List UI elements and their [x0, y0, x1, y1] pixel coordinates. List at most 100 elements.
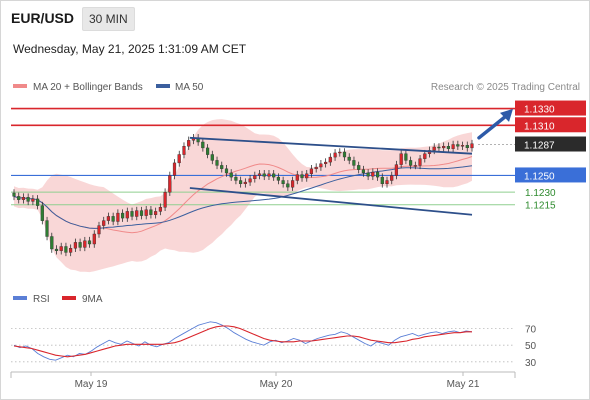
candle-body [305, 173, 309, 179]
level-tag-1.1250 [515, 167, 586, 183]
timeframe-button[interactable]: 30 MIN [82, 7, 135, 31]
candle-body [172, 162, 177, 176]
symbol-label: EUR/USD [11, 10, 75, 26]
candle-body [262, 173, 266, 177]
candle-body [267, 173, 271, 177]
legend-label-rsi: RSI [33, 294, 50, 305]
level-label-1.1215: 1.1215 [525, 201, 556, 212]
candle-body [31, 198, 35, 202]
legend-label-9ma: 9MA [82, 294, 103, 305]
candle-body [376, 171, 380, 178]
candle-body [78, 242, 82, 248]
candle-body [205, 147, 210, 155]
candle-body [257, 173, 262, 176]
candle-body [144, 209, 148, 216]
candle-body [130, 211, 134, 217]
candle-body [68, 247, 73, 253]
candle-body [139, 210, 144, 216]
rsi-ma-line [13, 325, 472, 358]
channel-line-upper [189, 136, 473, 155]
credit-text: Research © 2025 Trading Central [431, 82, 580, 93]
candle-body [243, 181, 247, 185]
candle-body [460, 145, 465, 147]
candle-body [338, 151, 342, 154]
candle-body [201, 141, 205, 149]
legend-swatch-9ma [62, 296, 76, 300]
candle-body [361, 169, 365, 174]
candle-body [451, 144, 455, 149]
candle-body [106, 216, 110, 221]
candle-body [295, 174, 299, 181]
candle-body [12, 192, 16, 197]
candle-body [432, 146, 436, 151]
candle-body [54, 248, 59, 252]
rsi-line [13, 321, 473, 361]
level-tag-1.1287 [515, 136, 586, 152]
level-tag-1.1330 [515, 100, 586, 116]
candle-body [248, 178, 252, 183]
candle-body [83, 240, 87, 248]
candle-body [187, 140, 191, 147]
candle-body [149, 209, 153, 215]
candle-body [64, 246, 68, 253]
candle-body [380, 176, 384, 185]
candle-body [319, 163, 323, 168]
level-label-1.1287: 1.1287 [524, 141, 555, 152]
candle-body [324, 161, 328, 165]
candle-body [314, 166, 318, 170]
candle-body [210, 154, 214, 161]
candle-body [409, 160, 413, 166]
datetime-label: Wednesday, May 21, 2025 1:31:09 AM CET [13, 42, 247, 56]
candle-body [224, 168, 229, 174]
legend-swatch-ma20 [13, 84, 27, 88]
candle-body [40, 205, 44, 221]
candle-body [36, 198, 40, 206]
candle-body [73, 242, 77, 249]
candle-body [352, 160, 356, 166]
candle-body [371, 171, 375, 177]
candle-body [177, 154, 181, 164]
candle-body [446, 145, 450, 149]
candle-body [470, 143, 474, 149]
candle-body [333, 152, 337, 158]
x-tick-label: May 19 [75, 379, 108, 390]
candle-body [300, 174, 304, 179]
legend-label-ma50: MA 50 [175, 82, 204, 93]
candle-body [456, 144, 460, 147]
candle-body [385, 180, 389, 184]
candle-body [418, 158, 422, 166]
candle-body [328, 156, 332, 163]
candle-body [399, 153, 403, 165]
candle-body [238, 180, 243, 184]
candle-body [394, 164, 398, 176]
level-label-1.1310: 1.1310 [524, 121, 555, 132]
candle-body [163, 191, 167, 208]
candle-body [102, 220, 106, 226]
candle-body [45, 220, 49, 237]
level-tag-1.1310 [515, 117, 586, 133]
bollinger-band [14, 119, 472, 273]
candle-body [291, 180, 295, 188]
candle-body [215, 160, 219, 166]
candle-body [281, 180, 285, 184]
channel-line-lower [189, 187, 473, 216]
legend-label-ma20: MA 20 + Bollinger Bands [33, 82, 143, 93]
candle-body [21, 196, 25, 200]
candle-body [87, 240, 92, 245]
candle-body [97, 225, 101, 235]
candle-body [59, 246, 63, 251]
candle-body [465, 145, 469, 149]
candle-body [92, 233, 96, 245]
candle-body [342, 151, 347, 158]
candle-body [423, 153, 427, 159]
forecast-arrow [477, 115, 507, 140]
candle-body [182, 145, 186, 155]
legend-swatch-ma50 [156, 84, 170, 88]
candle-body [135, 210, 139, 217]
level-label-1.1230: 1.1230 [525, 188, 556, 199]
candle-body [413, 165, 417, 167]
candle-body [158, 206, 162, 212]
rsi-tick-70: 70 [525, 325, 537, 336]
candle-body [272, 173, 276, 178]
